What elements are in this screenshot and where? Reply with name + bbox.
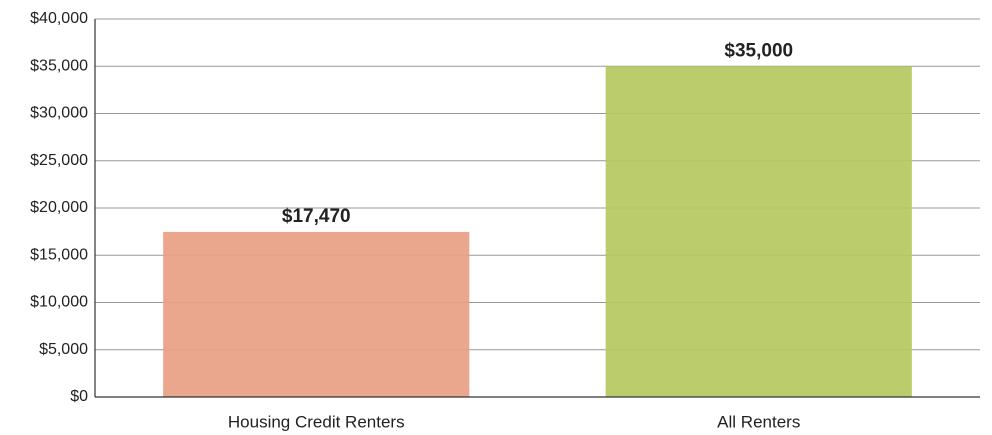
value-label: $35,000 (724, 40, 793, 61)
bar (605, 66, 912, 397)
value-label: $17,470 (282, 206, 351, 227)
bar (163, 231, 470, 397)
y-tick-label: $40,000 (30, 10, 88, 27)
y-tick-label: $0 (70, 388, 88, 405)
y-tick-label: $15,000 (30, 246, 88, 263)
x-tick-label: All Renters (717, 412, 800, 431)
y-tick-label: $20,000 (30, 199, 88, 216)
y-tick-label: $35,000 (30, 57, 88, 74)
y-tick-label: $30,000 (30, 105, 88, 122)
y-tick-label: $25,000 (30, 152, 88, 169)
x-tick-label: Housing Credit Renters (228, 412, 405, 431)
y-tick-label: $5,000 (39, 341, 88, 358)
y-tick-label: $10,000 (30, 294, 88, 311)
